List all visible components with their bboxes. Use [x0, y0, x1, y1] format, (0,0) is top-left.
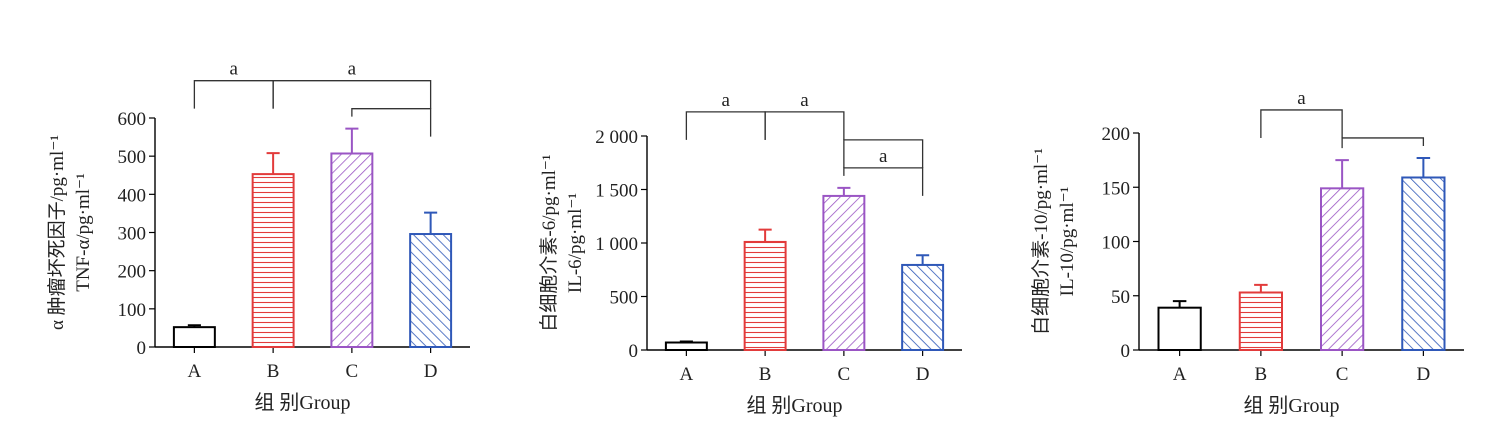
y-tick-label: 2 000 [595, 127, 638, 148]
y-tick-label: 100 [118, 300, 147, 321]
bar-A [1157, 306, 1202, 351]
x-tick-label: A [680, 364, 694, 385]
x-tick-label: C [346, 361, 359, 382]
y-tick-label: 0 [629, 341, 639, 362]
y-axis-label-cn: 白细胞介素-10/pg·ml⁻¹ [1030, 148, 1052, 335]
y-tick-label: 50 [1111, 287, 1130, 308]
x-axis-label: 组 别Group [1243, 394, 1339, 417]
bar-B [1238, 291, 1283, 351]
bar-chart-0: 0 100 200 300 400 500 600 A B C Da a α 肿瘤坏死因子/pg·ml⁻… [46, 59, 470, 414]
significance-label: a [722, 90, 731, 111]
x-tick-label: A [188, 361, 202, 382]
error-bar-A [1172, 300, 1187, 308]
significance-bracket [1341, 137, 1425, 149]
error-bar-B [1254, 283, 1268, 293]
y-tick-label: 500 [610, 288, 639, 309]
bar-C [1320, 187, 1365, 351]
significance-bracket [764, 111, 845, 140]
significance-label: a [879, 146, 888, 167]
x-tick-label: B [759, 364, 772, 385]
bar-chart-1: 0 500 1 000 1 500 2 000 A B C Da a a 白细胞介素-6/pg·ml⁻… [538, 90, 962, 417]
significance-label: a [348, 59, 357, 80]
error-bar-B [266, 152, 280, 175]
y-tick-label: 200 [1102, 124, 1131, 145]
bar-chart-2: 0 50 100 150 200 A B C Da 白细胞介素-10/pg·ml⁻¹ IL-10/p… [1030, 88, 1464, 417]
bar-C [330, 152, 374, 348]
x-axis-label: 组 别Group [746, 394, 842, 417]
x-tick-label: D [916, 364, 930, 385]
significance-bracket [193, 80, 274, 109]
error-bar-B [758, 228, 772, 242]
x-tick-label: C [838, 364, 851, 385]
y-tick-label: 400 [118, 185, 147, 206]
error-bar-D [424, 211, 438, 235]
significance-bracket [843, 167, 924, 196]
error-bar-D [1416, 156, 1431, 178]
y-axis-label-en: IL-10/pg·ml⁻¹ [1057, 186, 1078, 296]
y-tick-label: 150 [1102, 178, 1131, 199]
significance-bracket [685, 111, 766, 140]
y-tick-label: 0 [1121, 341, 1131, 362]
error-bar-C [1335, 159, 1349, 189]
significance-label: a [1297, 88, 1306, 109]
y-axis-label-cn: α 肿瘤坏死因子/pg·ml⁻¹ [46, 135, 68, 330]
significance-bracket [351, 108, 432, 137]
x-tick-label: B [1255, 364, 1268, 385]
significance-bracket [272, 80, 432, 109]
y-tick-label: 1 000 [595, 234, 638, 255]
bar-D [409, 233, 453, 349]
x-tick-label: B [267, 361, 280, 382]
x-tick-label: D [424, 361, 438, 382]
y-tick-label: 0 [137, 338, 147, 359]
significance-bracket [1260, 109, 1343, 138]
significance-label: a [230, 59, 239, 80]
x-tick-label: C [1336, 364, 1349, 385]
bar-C [822, 194, 866, 351]
error-bar-C [837, 186, 851, 196]
bar-D [1401, 176, 1446, 351]
y-axis-label-en: TNF-α/pg·ml⁻¹ [73, 173, 94, 292]
x-tick-label: D [1417, 364, 1431, 385]
bar-B [743, 240, 787, 351]
y-tick-label: 600 [118, 109, 147, 130]
y-tick-label: 100 [1102, 233, 1131, 254]
x-axis-label: 组 别Group [254, 391, 350, 414]
bar-D [901, 263, 945, 351]
y-tick-label: 300 [118, 224, 147, 245]
y-axis-label-cn: 白细胞介素-6/pg·ml⁻¹ [538, 154, 560, 332]
significance-bracket [843, 139, 924, 168]
bar-A [172, 326, 216, 348]
error-bar-C [345, 127, 359, 154]
y-tick-label: 200 [118, 262, 147, 283]
y-axis-label-en: IL-6/pg·ml⁻¹ [565, 193, 586, 293]
y-tick-label: 500 [118, 147, 147, 168]
error-bar-D [916, 254, 930, 265]
bar-B [251, 173, 295, 348]
y-tick-label: 1 500 [595, 181, 638, 202]
bar-A [664, 341, 708, 352]
x-tick-label: A [1173, 364, 1187, 385]
significance-label: a [800, 90, 809, 111]
